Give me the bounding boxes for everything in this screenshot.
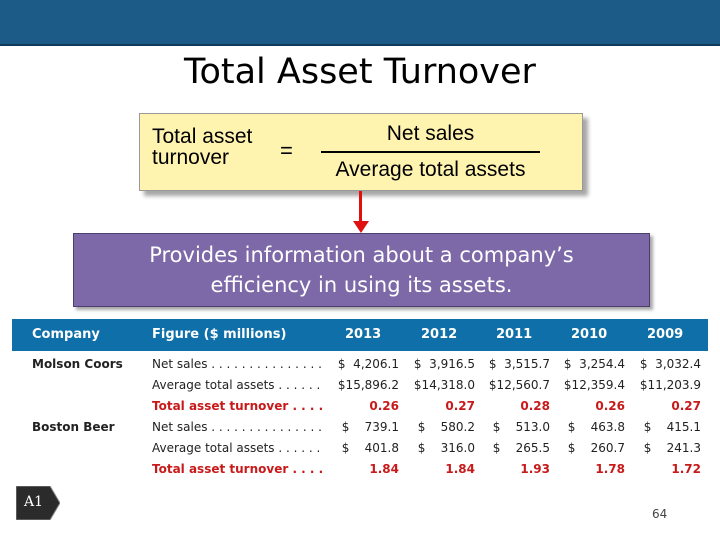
down-arrow-shaft [359,191,362,223]
table-cell: 1.78 [595,462,625,476]
table-cell: $ 3,032.4 [639,357,701,371]
table-cell: $ 3,515.7 [488,357,550,371]
table-cell: 1.93 [520,462,550,476]
company-name: Molson Coors [32,357,123,371]
table-row: Molson Coors Net sales . . . . . . . . . … [12,354,708,375]
header-2013: 2013 [345,327,382,342]
down-arrow-icon [353,221,369,233]
figure-label: Total asset turnover . . . . . [152,399,322,413]
table-cell: $ 4,206.1 [337,357,399,371]
table-cell: $ 513.0 [492,420,550,434]
formula-box: Total asset turnover = Net sales Average… [139,113,583,191]
formula-lhs-line2: turnover [152,146,230,169]
table-row: Total asset turnover . . . . . 1.84 1.84 1.… [12,459,708,480]
formula-lhs: Total asset turnover [152,126,252,168]
formula-equals: = [280,138,293,163]
table-cell: $ 463.8 [567,420,625,434]
table-cell: $ 739.1 [341,420,399,434]
table-cell: $ 3,916.5 [413,357,475,371]
header-figure: Figure ($ millions) [152,327,287,342]
header-2010: 2010 [571,327,608,342]
table-cell: $12,359.4 [563,378,625,392]
table-row: Total asset turnover . . . . . 0.26 0.27 0.… [12,396,708,417]
table-cell: 0.26 [595,399,625,413]
fraction-bar [321,151,540,153]
table-cell: $ 3,254.4 [563,357,625,371]
table-cell: $11,203.9 [639,378,701,392]
header-2011: 2011 [496,327,533,342]
info-box: Provides information about a company’s e… [73,233,650,307]
company-name: Boston Beer [32,420,115,434]
info-text: Provides information about a company’s e… [74,240,649,300]
info-line2: efficiency in using its assets. [210,273,513,297]
table-cell: $15,896.2 [337,378,399,392]
table-cell: 0.26 [369,399,399,413]
figure-label: Net sales . . . . . . . . . . . . . . . … [152,420,322,434]
table-cell: $12,560.7 [488,378,550,392]
info-line1: Provides information about a company’s [149,243,574,267]
table-cell: 0.27 [671,399,701,413]
header-2012: 2012 [421,327,458,342]
header-company: Company [32,327,100,342]
table-cell: $ 580.2 [417,420,475,434]
figure-label: Average total assets . . . . . . . [152,378,322,392]
top-banner [0,0,720,46]
table-body: Molson Coors Net sales . . . . . . . . . … [12,351,708,485]
a1-tab-icon [16,486,60,520]
table-cell: $ 401.8 [341,441,399,455]
table-cell: $14,318.0 [413,378,475,392]
header-2009: 2009 [647,327,684,342]
table-header: Company Figure ($ millions) 2013 2012 20… [12,319,708,351]
table-row: Average total assets . . . . . . . $ 401.… [12,438,708,459]
table-row: Boston Beer Net sales . . . . . . . . . .… [12,417,708,438]
table-row: Average total assets . . . . . . . $15,89… [12,375,708,396]
table-cell: $ 415.1 [643,420,701,434]
table-cell: $ 241.3 [643,441,701,455]
formula-numerator: Net sales [386,122,475,145]
formula-denominator: Average total assets [335,158,526,181]
table-cell: $ 316.0 [417,441,475,455]
figure-label: Net sales . . . . . . . . . . . . . . . … [152,357,322,371]
table-cell: $ 265.5 [492,441,550,455]
figure-label: Total asset turnover . . . . . [152,462,322,476]
formula-lhs-line1: Total asset [152,125,253,148]
table-cell: $ 260.7 [567,441,625,455]
table-cell: 0.27 [445,399,475,413]
page-number: 64 [652,507,668,521]
table-cell: 1.72 [671,462,701,476]
turnover-table: Company Figure ($ millions) 2013 2012 20… [12,319,708,485]
a1-label: A1 [24,494,44,510]
figure-label: Average total assets . . . . . . . [152,441,322,455]
table-cell: 1.84 [445,462,475,476]
table-cell: 0.28 [520,399,550,413]
table-cell: 1.84 [369,462,399,476]
slide-title: Total Asset Turnover [184,52,536,92]
